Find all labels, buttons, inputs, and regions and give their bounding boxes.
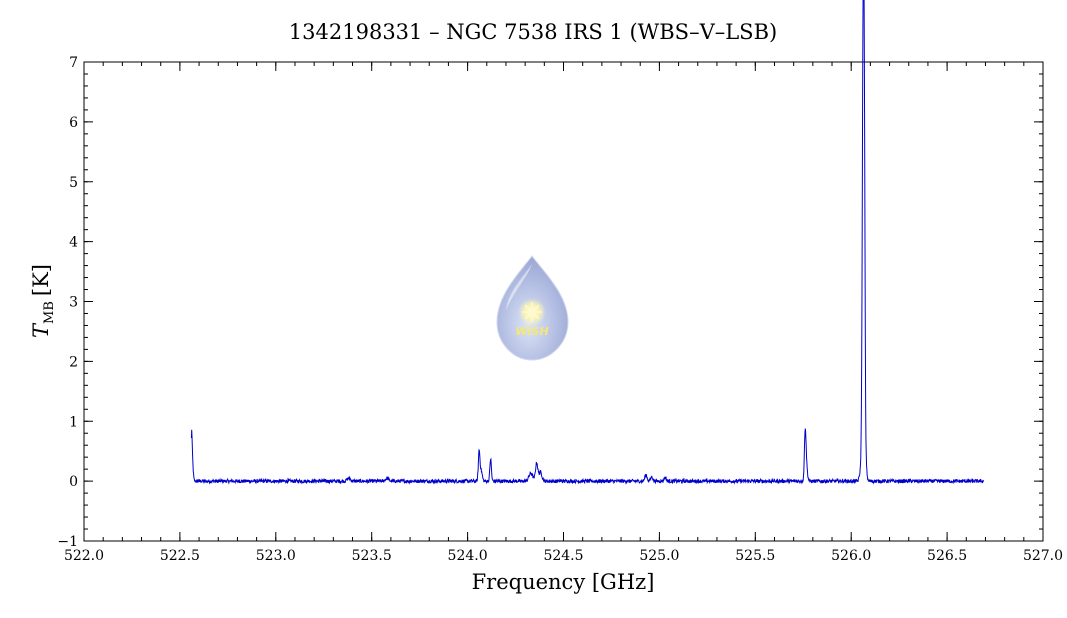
x-tick-label: 524.5	[543, 548, 583, 564]
x-tick-label: 522.5	[160, 548, 200, 564]
y-tick-label: 3	[69, 295, 78, 311]
x-tick-label: 526.5	[927, 548, 967, 564]
x-axis-label: Frequency [GHz]	[472, 570, 655, 594]
y-axis-label-unit: [K]	[29, 264, 53, 296]
x-tick-label: 523.0	[256, 548, 296, 564]
y-tick-label: 4	[69, 235, 78, 251]
y-tick-label: −1	[57, 534, 78, 550]
chart-title: 1342198331 – NGC 7538 IRS 1 (WBS–V–LSB)	[289, 20, 777, 44]
y-axis-label-main: T	[29, 322, 53, 338]
x-tick-label: 525.0	[639, 548, 679, 564]
x-tick-label: 525.5	[735, 548, 775, 564]
x-tick-label: 523.5	[352, 548, 392, 564]
y-tick-label: 6	[69, 115, 78, 131]
wish-logo: WISH	[496, 255, 569, 361]
x-tick-label: 527.0	[1023, 548, 1063, 564]
svg-text:TMB[K]: TMB [K]	[29, 264, 57, 338]
x-tick-label: 522.0	[64, 548, 104, 564]
y-axis-label-sub: MB	[42, 301, 57, 324]
y-tick-label: 5	[69, 175, 78, 191]
x-tick-label: 524.0	[448, 548, 488, 564]
spectrum-series-line	[190, 0, 985, 485]
y-tick-label: 2	[69, 354, 78, 370]
y-tick-label: 0	[69, 474, 78, 490]
y-tick-label: 1	[69, 414, 78, 430]
y-axis-label: TMB [K]	[29, 264, 57, 338]
y-tick-label: 7	[69, 55, 78, 71]
wish-logo-text: WISH	[515, 325, 548, 338]
x-tick-label: 526.0	[831, 548, 871, 564]
